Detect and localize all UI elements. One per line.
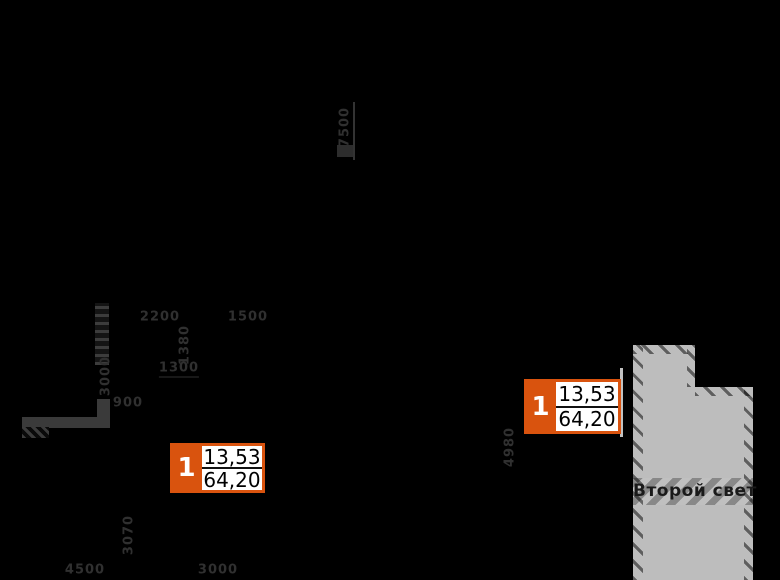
plan-wall-segment [337, 145, 353, 157]
dimension-label: 1500 [227, 309, 269, 325]
plan-wall-segment [353, 102, 355, 160]
dimension-label: 900 [112, 395, 144, 411]
dimension-label: 4500 [64, 562, 106, 578]
area-value-bottom: 64,20 [556, 405, 618, 432]
second-light-label: Второй свет [633, 481, 757, 501]
unit-number-badge: 1 [173, 446, 200, 490]
dimension-label: 4980 [502, 426, 518, 468]
dimension-label: 1300 [158, 360, 200, 378]
dimension-label: 7500 [337, 106, 353, 148]
plan-wall-segment [22, 417, 110, 428]
area-value-top: 13,53 [203, 444, 261, 469]
dimension-label: 3070 [121, 514, 137, 556]
apartment-badge[interactable]: 1 13,53 64,20 [170, 443, 265, 493]
dimension-label: 3000 [98, 355, 114, 397]
dimension-label: 1380 [177, 324, 193, 366]
second-light-region [633, 345, 695, 387]
second-light-hatch-band [633, 478, 753, 505]
plan-section-hatch [22, 427, 49, 438]
wall-edge-line [620, 368, 623, 437]
plan-wall-segment [97, 399, 110, 428]
area-panel: 13,53 64,20 [202, 446, 262, 490]
plan-window-hatch [95, 303, 109, 365]
area-panel: 13,53 64,20 [556, 382, 618, 431]
second-light-region [633, 387, 753, 580]
area-value-bottom: 64,20 [202, 467, 262, 492]
dimension-label: 3000 [197, 562, 239, 578]
dimension-label: 2200 [139, 309, 181, 325]
area-value-top: 13,53 [558, 381, 616, 406]
unit-number-badge: 1 [527, 382, 554, 431]
apartment-badge[interactable]: 1 13,53 64,20 [524, 379, 621, 434]
